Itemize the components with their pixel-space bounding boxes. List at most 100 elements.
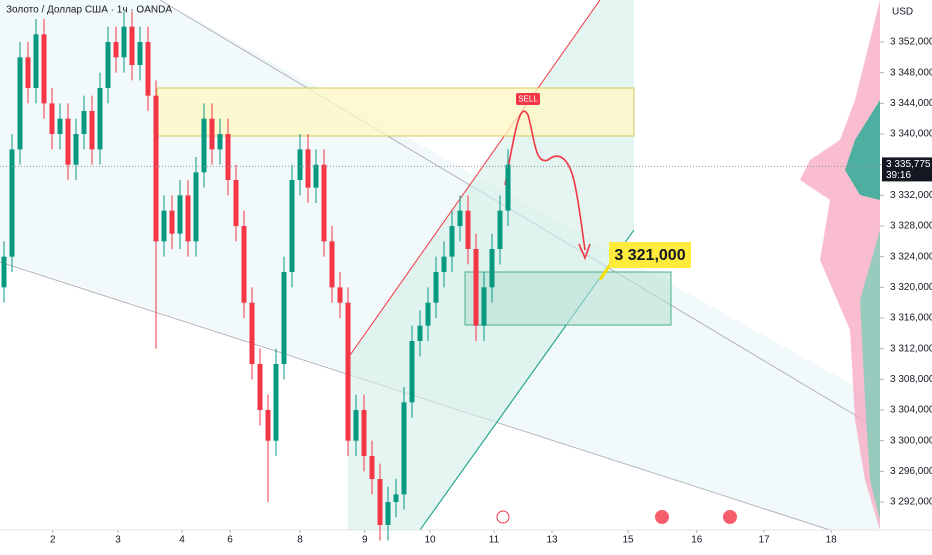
candle-body — [217, 134, 223, 150]
y-tick-label: 3 340,000 — [890, 129, 932, 140]
y-tick-label: 3 332,000 — [890, 190, 932, 201]
candle-body — [433, 272, 439, 303]
candle-body — [345, 302, 351, 441]
volume-profile — [860, 230, 880, 520]
candle-body — [25, 57, 31, 89]
candle-body — [145, 42, 151, 96]
target-label: 3 321,000 — [614, 247, 685, 264]
y-tick-label: 3 348,000 — [890, 67, 932, 78]
y-tick-label: 3 300,000 — [890, 435, 932, 446]
forecast-arrow — [504, 110, 586, 251]
candle-body — [1, 256, 7, 288]
x-tick-label: 15 — [622, 535, 634, 546]
sell-tag — [516, 93, 540, 105]
candle-body — [97, 88, 103, 150]
candle-body — [273, 364, 279, 441]
candle-body — [425, 302, 431, 326]
current-price-box — [882, 157, 932, 182]
candle-body — [65, 118, 71, 165]
candle-body — [473, 249, 479, 326]
event-icon — [655, 510, 669, 524]
candle-body — [105, 42, 111, 89]
candle-body — [265, 410, 271, 441]
y-tick-label: 3 292,000 — [890, 497, 932, 508]
candle-body — [41, 34, 47, 104]
x-tick-label: 13 — [546, 535, 558, 546]
x-tick-label: 2 — [50, 535, 56, 546]
candle-body — [241, 226, 247, 303]
candle-body — [337, 287, 343, 303]
volume-profile-value-area — [845, 100, 880, 200]
candle-body — [481, 287, 487, 326]
candle-body — [121, 26, 127, 58]
x-tick-label: 3 — [115, 535, 121, 546]
candle-body — [449, 226, 455, 257]
channel-line — [347, 0, 601, 359]
resistance-zone — [156, 87, 635, 137]
x-tick-label: 4 — [179, 535, 185, 546]
current-price-label: 3 335,775 — [886, 159, 931, 170]
candle-body — [249, 302, 255, 365]
candle-body — [201, 118, 207, 173]
y-tick-label: 3 328,000 — [890, 221, 932, 232]
candle-body — [441, 256, 447, 273]
x-tick-label: 18 — [826, 535, 838, 546]
x-tick-label: 11 — [489, 535, 500, 546]
candle-body — [409, 341, 415, 403]
candle-body — [457, 210, 463, 227]
x-tick-label: 9 — [362, 535, 368, 546]
candle-body — [465, 210, 471, 250]
candle-body — [401, 402, 407, 495]
candle-body — [153, 95, 159, 242]
candle-body — [57, 118, 63, 135]
candle-body — [129, 26, 135, 66]
candle-body — [209, 118, 215, 150]
x-tick-label: 16 — [691, 535, 703, 546]
candle-body — [225, 134, 231, 181]
x-tick-label: 6 — [227, 535, 233, 546]
x-tick-label: 17 — [758, 535, 770, 546]
y-tick-label: 3 324,000 — [890, 251, 932, 262]
candle-body — [297, 149, 303, 181]
candle-body — [289, 180, 295, 273]
candle-body — [505, 164, 511, 211]
y-tick-label: 3 352,000 — [890, 37, 932, 48]
y-tick-label: 3 308,000 — [890, 374, 932, 385]
candle-body — [81, 111, 87, 135]
candle-body — [89, 111, 95, 150]
chart-title: Золото / Доллар США · 1ч · OANDA — [6, 5, 172, 16]
candle-body — [305, 149, 311, 188]
candle-body — [257, 364, 263, 411]
candle-body — [281, 272, 287, 365]
candle-body — [169, 210, 175, 234]
candle-body — [17, 57, 23, 150]
event-icon — [496, 510, 510, 524]
countdown: 39:16 — [886, 170, 911, 181]
event-icons — [496, 510, 737, 524]
candle-body — [9, 149, 15, 257]
y-tick-label: 3 320,000 — [890, 282, 932, 293]
candle-body — [137, 42, 143, 66]
candle-body — [321, 164, 327, 242]
candle-body — [329, 241, 335, 288]
price-axis-panel — [880, 0, 932, 550]
candle-body — [193, 172, 199, 242]
candle-body — [393, 494, 399, 503]
candle-body — [417, 325, 423, 342]
candle-body — [113, 42, 119, 58]
candle-body — [361, 410, 367, 457]
y-tick-label: 3 304,000 — [890, 405, 932, 416]
sell-label: SELL — [518, 95, 538, 104]
target-box — [609, 242, 691, 268]
candle-body — [73, 134, 79, 165]
candle-body — [489, 249, 495, 288]
candle-body — [385, 502, 391, 526]
y-tick-label: 3 312,000 — [890, 343, 932, 354]
event-icon — [723, 510, 737, 524]
target-zone — [464, 271, 672, 326]
candle-body — [233, 180, 239, 227]
candle-body — [369, 456, 375, 480]
y-tick-label: 3 296,000 — [890, 466, 932, 477]
candle-body — [185, 195, 191, 242]
candle-body — [377, 479, 383, 526]
